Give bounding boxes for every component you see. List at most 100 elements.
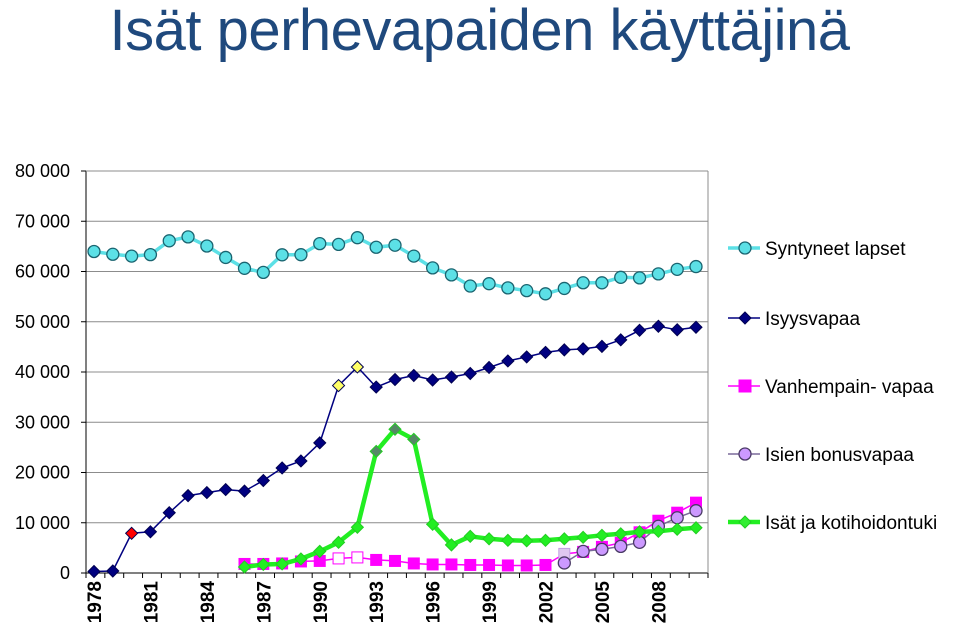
x-tick-label: 2005 (593, 581, 614, 624)
data-point-paternity (218, 482, 233, 497)
data-point-births (256, 265, 270, 280)
x-tick-label: 1978 (85, 581, 106, 623)
data-point-births (124, 249, 139, 263)
data-point-parental (483, 558, 496, 571)
data-point-parental (370, 553, 383, 566)
data-point-births (520, 284, 534, 298)
legend-label: Vanhempain- vapaa (765, 377, 934, 398)
data-point-homecare (294, 552, 308, 566)
data-point-births (407, 249, 421, 263)
data-point-bonus (670, 511, 684, 525)
data-point-paternity (557, 343, 572, 357)
series-births (87, 230, 703, 301)
legend-item-homecare: Isät ja kotihoidontuki (728, 513, 937, 534)
series-layer (87, 230, 703, 579)
data-point-homecare (275, 557, 289, 571)
data-point-births (689, 259, 703, 274)
data-point-births (331, 237, 346, 252)
data-point-homecare (463, 529, 477, 544)
data-point-bonus (557, 556, 571, 570)
legend: Syntyneet lapset Isyysvapaa Vanhempain- va… (728, 239, 937, 534)
data-point-births (350, 231, 365, 245)
y-tick-label: 50 000 (15, 312, 70, 332)
grid-lines (86, 170, 708, 524)
data-point-births (632, 271, 647, 285)
data-point-homecare (557, 532, 572, 546)
data-point-paternity (519, 350, 534, 364)
y-tick-label: 70 000 (15, 211, 70, 231)
data-point-homecare (482, 532, 496, 546)
series-bonus (557, 504, 703, 570)
legend-swatch-marker (738, 379, 752, 393)
data-point-homecare (519, 534, 534, 548)
legend-swatch-marker (738, 515, 752, 529)
data-point-parental (426, 558, 439, 571)
data-point-parental (445, 558, 458, 571)
x-tick-label: 2002 (537, 581, 558, 623)
data-point-paternity (369, 380, 383, 394)
data-point-births (482, 277, 496, 291)
data-point-births (576, 276, 590, 290)
data-point-parental (464, 558, 477, 571)
y-tick-label: 20 000 (15, 463, 70, 483)
legend-swatch-marker (738, 241, 752, 255)
x-tick-label: 1993 (367, 581, 388, 623)
data-point-paternity (350, 360, 365, 374)
data-point-births (181, 230, 195, 244)
x-tick-label: 1984 (198, 581, 219, 624)
data-point-parental (332, 552, 345, 565)
x-axis-ticks: 1978 1981 1984 1987 1990 1993 1996 1999 2002 2005… (85, 573, 709, 624)
series-paternity (87, 319, 703, 579)
y-tick-label: 10 000 (15, 513, 70, 533)
data-point-parental (351, 551, 364, 564)
data-point-births (294, 248, 308, 262)
data-point-births (219, 250, 233, 265)
data-point-births (143, 247, 158, 262)
data-point-paternity (388, 372, 402, 387)
data-point-paternity (106, 564, 120, 578)
data-point-homecare (689, 521, 703, 535)
data-point-paternity (614, 333, 628, 347)
data-point-bonus (595, 542, 609, 557)
data-point-bonus (576, 544, 590, 559)
data-point-paternity (294, 454, 308, 468)
legend-swatch-marker (738, 447, 752, 461)
data-point-births (425, 261, 440, 275)
data-point-homecare (313, 544, 327, 559)
y-tick-label: 40 000 (15, 362, 70, 382)
x-tick-label: 1999 (480, 581, 501, 623)
data-point-homecare (538, 533, 553, 548)
data-point-births (501, 281, 515, 295)
data-point-paternity (576, 342, 590, 356)
page-title: Isät perhevapaiden käyttäjinä (109, 0, 850, 63)
data-point-births (670, 262, 684, 276)
data-point-paternity (237, 484, 252, 498)
data-point-homecare (331, 535, 346, 550)
data-point-paternity (595, 339, 609, 354)
data-point-homecare (388, 422, 402, 436)
y-tick-label: 30 000 (15, 412, 70, 432)
data-point-births (200, 239, 214, 253)
axes (85, 170, 709, 574)
x-tick-label: 1987 (254, 581, 275, 623)
legend-label: Syntyneet lapset (765, 239, 906, 260)
data-point-paternity (313, 436, 327, 450)
y-axis-ticks: 0 10 000 20 000 30 000 40 000 50 000 60 000 70 … (15, 161, 86, 583)
legend-swatch-marker (738, 311, 752, 325)
data-point-homecare (369, 444, 383, 459)
data-point-births (388, 238, 402, 252)
data-point-homecare (444, 538, 459, 552)
data-point-paternity (256, 473, 271, 488)
data-point-births (614, 270, 628, 284)
x-tick-label: 1996 (424, 581, 445, 623)
data-point-births (237, 261, 252, 275)
data-point-births (557, 281, 571, 296)
data-point-paternity (275, 461, 289, 475)
data-point-births (651, 267, 666, 281)
data-point-births (106, 247, 120, 261)
legend-item-paternity: Isyysvapaa (728, 309, 860, 330)
data-point-paternity (181, 488, 195, 503)
data-point-births (444, 268, 459, 282)
data-point-paternity (444, 370, 459, 384)
